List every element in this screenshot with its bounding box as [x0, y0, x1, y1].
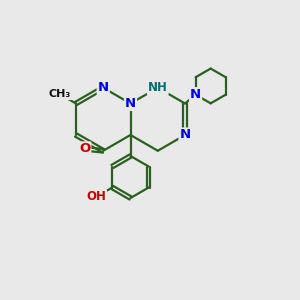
Text: NH: NH	[148, 81, 168, 94]
Text: N: N	[125, 97, 136, 110]
Text: N: N	[190, 88, 201, 101]
Text: O: O	[79, 142, 90, 155]
Text: OH: OH	[86, 190, 106, 203]
Text: N: N	[98, 81, 109, 94]
Text: CH₃: CH₃	[49, 89, 71, 99]
Text: N: N	[179, 128, 191, 142]
